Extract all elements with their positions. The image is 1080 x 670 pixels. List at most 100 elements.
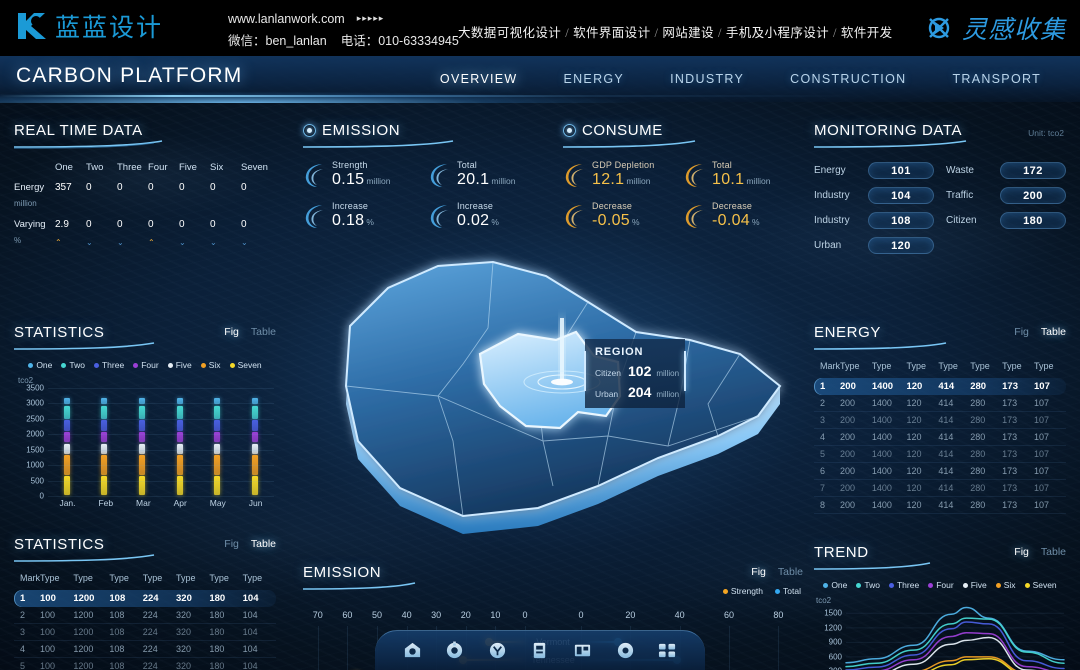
- column-header: Type: [1002, 361, 1022, 371]
- fig-table-toggle: Fig Table: [751, 566, 803, 578]
- toggle-fig[interactable]: Fig: [224, 326, 239, 338]
- monitoring-item-industry-2: Industry 104: [814, 187, 934, 204]
- left-axis-ticks: 70 60 50 40 30 20 10 0: [303, 610, 528, 622]
- title-underline-icon: [813, 342, 947, 350]
- toggle-fig[interactable]: Fig: [751, 566, 766, 578]
- table-cell: 100: [40, 640, 74, 658]
- region-map[interactable]: REGION Citizen 102 million Urban 204 mil…: [288, 236, 808, 556]
- table-cell: 4: [814, 428, 840, 446]
- table-row[interactable]: 1 100 1200 108 224 320 180 104: [14, 590, 276, 607]
- apps-grid-icon[interactable]: [658, 641, 677, 660]
- realtime-column-header: Six: [210, 162, 224, 173]
- table-row[interactable]: 5 100 1200 108 224 320 180 104: [14, 657, 276, 670]
- panel-header: STATISTICS Fig Table: [13, 324, 276, 350]
- table-row[interactable]: 1 200 1400 120 414 280 173 107: [814, 378, 1066, 395]
- bar-segment: [252, 432, 259, 443]
- bars-plot-area: [48, 388, 274, 497]
- realtime-value: 357: [55, 182, 72, 193]
- table-cell: 200: [840, 496, 872, 514]
- legend-item-total: Total: [775, 586, 801, 596]
- table-cell: 280: [970, 395, 1003, 412]
- wechat-value: ben_lanlan: [265, 34, 327, 48]
- table-row[interactable]: 4 100 1200 108 224 320 180 104: [14, 640, 276, 658]
- table-row[interactable]: 2 200 1400 120 414 280 173 107: [814, 395, 1066, 412]
- toggle-table[interactable]: Table: [1040, 546, 1066, 558]
- x-tick: Mar: [136, 498, 151, 508]
- table-row[interactable]: 6 200 1400 120 414 280 173 107: [814, 462, 1066, 480]
- lanlan-logo: 蓝蓝设计: [14, 8, 163, 44]
- nav-item-overview[interactable]: OVERVIEW: [439, 72, 518, 86]
- realtime-columns: One Two Three Four Five Six Seven: [14, 162, 276, 173]
- home-icon[interactable]: [403, 641, 422, 660]
- energy-data-table[interactable]: Mark Type Type Type Type Type Type Type 1 200 1400…: [814, 361, 1066, 514]
- nav-item-construction[interactable]: CONSTRUCTION: [790, 72, 907, 86]
- target-icon[interactable]: [488, 641, 507, 660]
- monitoring-value-pill: 200: [1000, 187, 1066, 204]
- x-tick: Feb: [98, 498, 114, 508]
- legend-label: Five: [175, 360, 192, 370]
- dashboard-icon[interactable]: [573, 641, 592, 660]
- nav-item-energy[interactable]: ENERGY: [563, 72, 625, 86]
- panel-title: MONITORING DATA: [814, 122, 963, 139]
- promo-service-item: 手机及小程序设计: [725, 26, 830, 40]
- promo-website[interactable]: www.lanlanwork.com: [228, 12, 345, 26]
- right-axis-tick: 0: [578, 610, 584, 620]
- table-cell: 224: [142, 623, 177, 641]
- panel-title: TREND: [814, 544, 869, 561]
- kpi-value: -0.04%: [712, 212, 760, 229]
- realtime-column-header: Four: [148, 162, 168, 173]
- legend-swatch: [823, 582, 829, 588]
- right-axis-tick: 80: [773, 610, 784, 620]
- tooltip-key: Urban: [595, 389, 619, 399]
- bar-segment: [63, 455, 70, 475]
- globe-icon[interactable]: [616, 641, 635, 660]
- bar-segment: [214, 432, 221, 443]
- table-cell: 173: [1002, 411, 1035, 429]
- legend-item-six: Six: [200, 360, 221, 370]
- bar-segment: [214, 397, 221, 405]
- table-row[interactable]: 7 200 1400 120 414 280 173 107: [814, 479, 1066, 497]
- inspiration-brand-text: 灵感收集: [961, 17, 1066, 44]
- swoosh-icon: [683, 203, 707, 229]
- left-gridline: [317, 626, 319, 670]
- monitoring-key: Industry: [814, 190, 850, 201]
- table-row[interactable]: 4 200 1400 120 414 280 173 107: [814, 428, 1066, 446]
- title-underline-icon: [562, 140, 696, 148]
- toggle-fig[interactable]: Fig: [1014, 546, 1029, 558]
- y-tick: 3000: [26, 398, 44, 408]
- swoosh-icon: [563, 162, 587, 188]
- statistics-data-table[interactable]: Mark Type Type Type Type Type Type Type 1 100 1200…: [14, 573, 276, 670]
- kpi-emission-1: Total 20.1 million: [428, 160, 553, 189]
- panel-header: EMISSION Fig Table: [302, 564, 803, 590]
- toggle-table[interactable]: Table: [777, 566, 803, 578]
- table-row[interactable]: 3 200 1400 120 414 280 173 107: [814, 411, 1066, 429]
- nav-item-industry[interactable]: INDUSTRY: [670, 72, 745, 86]
- table-row[interactable]: 2 100 1200 108 224 320 180 104: [14, 607, 276, 624]
- toggle-fig[interactable]: Fig: [224, 538, 239, 550]
- toggle-table[interactable]: Table: [1040, 326, 1066, 338]
- tooltip-value: 204: [628, 384, 652, 400]
- nav-item-transport[interactable]: TRANSPORT: [952, 72, 1041, 86]
- toggle-fig[interactable]: Fig: [1014, 326, 1029, 338]
- arrow-down-icon: ⌄: [117, 238, 124, 247]
- table-row[interactable]: 5 200 1400 120 414 280 173 107: [814, 445, 1066, 463]
- title-underline-icon: [13, 554, 155, 562]
- bar-segment: [176, 432, 183, 443]
- arrow-up-icon: ⌃: [148, 238, 155, 247]
- table-cell: 414: [938, 445, 971, 463]
- legend-label: One: [36, 360, 53, 370]
- table-row[interactable]: 8 200 1400 120 414 280 173 107: [814, 496, 1066, 514]
- table-row[interactable]: 3 100 1200 108 224 320 180 104: [14, 623, 276, 641]
- table-cell: 280: [970, 411, 1003, 429]
- toggle-table[interactable]: Table: [250, 538, 276, 550]
- document-icon[interactable]: [530, 641, 549, 660]
- settings-gear-icon[interactable]: [445, 641, 464, 660]
- left-axis-tick: 0: [522, 610, 528, 620]
- gridline: [48, 388, 274, 389]
- toggle-table[interactable]: Table: [250, 326, 276, 338]
- table-cell: 100: [40, 607, 74, 624]
- column-header: Type: [176, 573, 196, 583]
- table-cell: 200: [840, 462, 872, 480]
- bar-segment: [176, 476, 183, 495]
- lines-plot-area: [845, 606, 1065, 670]
